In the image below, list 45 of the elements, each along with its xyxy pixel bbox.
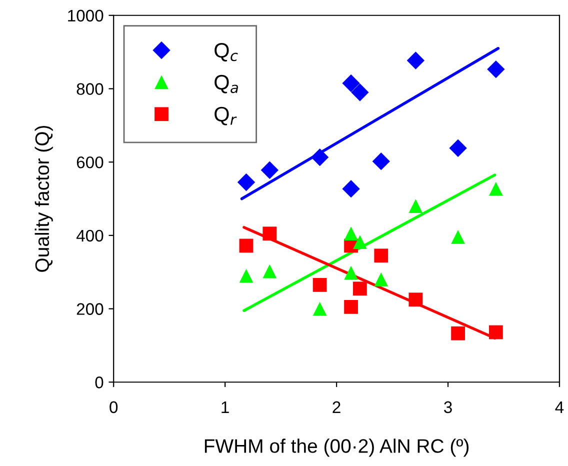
- x-tick-label: 0: [110, 401, 118, 414]
- y-axis-title: Quality factor (Q): [34, 126, 53, 272]
- point: [353, 282, 367, 296]
- point: [239, 238, 254, 253]
- point: [312, 302, 327, 316]
- point: [451, 326, 465, 340]
- point: [487, 60, 505, 78]
- legend-label: Q$_{a}$: [214, 74, 238, 94]
- point: [344, 266, 358, 280]
- x-axis-title: FWHM of the (00·2) AlN RC (º): [204, 438, 469, 457]
- point: [351, 84, 369, 102]
- point: [372, 152, 390, 170]
- point: [342, 74, 360, 92]
- y-tick-label: 1000: [68, 10, 104, 22]
- point: [449, 139, 467, 157]
- point: [262, 226, 277, 241]
- point: [262, 264, 277, 278]
- point: [451, 230, 465, 244]
- y-tick-label: 0: [95, 376, 104, 388]
- y-tick-label: 400: [76, 230, 104, 242]
- legend-label: Q$_{r}$: [214, 106, 237, 126]
- point: [408, 292, 423, 307]
- point: [488, 325, 503, 340]
- point: [406, 52, 425, 70]
- point: [374, 272, 388, 286]
- x-tick-label: 4: [555, 401, 564, 413]
- point: [344, 300, 358, 314]
- point: [260, 161, 278, 179]
- point: [312, 278, 327, 292]
- point: [374, 248, 388, 263]
- point: [237, 173, 256, 192]
- x-tick-label: 3: [444, 401, 452, 414]
- point: [488, 182, 503, 196]
- x-tick-label: 1: [222, 401, 229, 413]
- point: [342, 180, 360, 198]
- point: [310, 148, 329, 166]
- point: [344, 226, 358, 241]
- x-tick-label: 2: [332, 401, 340, 413]
- y-tick-label: 600: [76, 156, 104, 168]
- y-tick-label: 800: [76, 83, 104, 95]
- point: [408, 199, 423, 214]
- point: [239, 268, 254, 283]
- legend-label: Q$_{c}$: [214, 42, 238, 62]
- y-tick-label: 200: [76, 303, 104, 315]
- point: [353, 235, 367, 249]
